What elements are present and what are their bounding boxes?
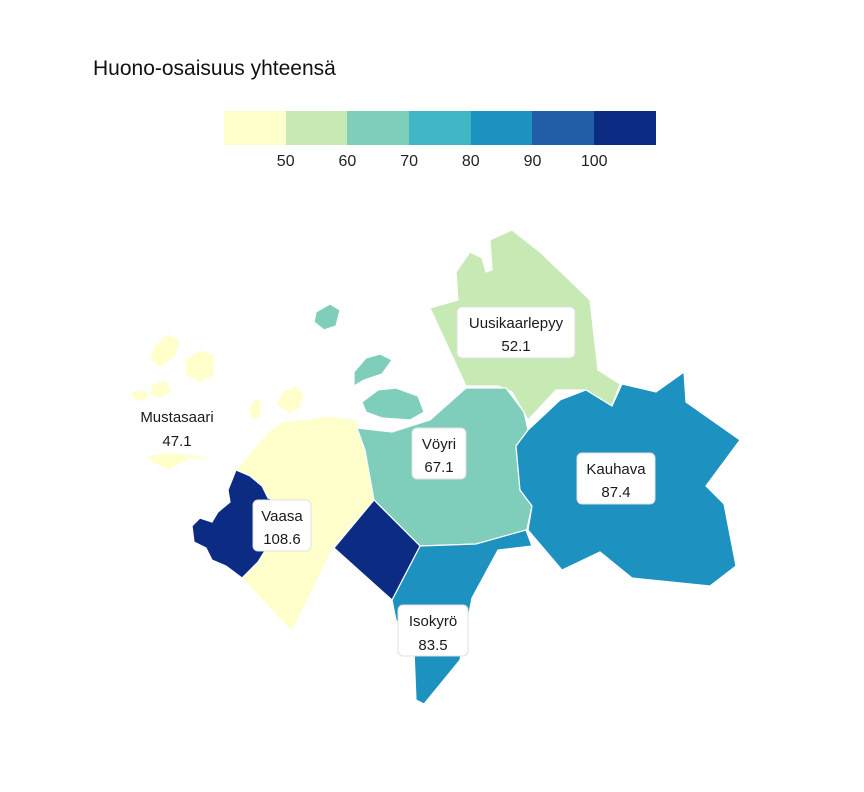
region-value-label: 47.1 xyxy=(162,433,191,450)
legend-bin xyxy=(224,111,286,145)
region-value-label: 52.1 xyxy=(501,338,530,355)
legend-bin xyxy=(470,111,533,145)
label-uusikaarlepyy: Uusikaarlepyy 52.1 xyxy=(456,306,576,359)
region-name-label: Vaasa xyxy=(261,508,303,525)
legend-bin xyxy=(532,111,595,145)
legend-bin xyxy=(594,111,656,145)
region-name-label: Vöyri xyxy=(422,436,456,453)
region-name-label: Uusikaarlepyy xyxy=(469,315,564,332)
region-name-label: Kauhava xyxy=(586,461,646,478)
legend-bin xyxy=(347,111,410,145)
legend-tick: 50 xyxy=(276,153,295,170)
label-mustasaari: Mustasaari 47.1 xyxy=(140,409,213,450)
legend-bin xyxy=(285,111,348,145)
region-value-label: 83.5 xyxy=(418,637,447,654)
label-kauhava: Kauhava 87.4 xyxy=(576,452,656,505)
region-name-label: Mustasaari xyxy=(140,409,213,426)
legend-tick: 70 xyxy=(400,153,418,170)
region-value-label: 67.1 xyxy=(424,459,453,476)
legend-color-bar xyxy=(224,111,656,145)
color-legend: 50 60 70 80 90 100 xyxy=(224,111,656,177)
region-name-label: Isokyrö xyxy=(409,613,457,630)
legend-tick: 80 xyxy=(461,153,480,170)
legend-ticks: 50 60 70 80 90 100 xyxy=(224,153,656,177)
legend-bin xyxy=(409,111,471,145)
label-isokyro: Isokyrö 83.5 xyxy=(397,604,469,657)
region-value-label: 87.4 xyxy=(601,484,630,501)
legend-tick: 100 xyxy=(580,153,608,170)
map-title: Huono-osaisuus yhteensä xyxy=(93,57,336,80)
legend-tick: 60 xyxy=(338,153,357,170)
label-voyri: Vöyri 67.1 xyxy=(411,427,467,480)
label-vaasa: Vaasa 108.6 xyxy=(252,499,312,552)
legend-tick: 90 xyxy=(523,153,542,170)
region-value-label: 108.6 xyxy=(263,531,301,548)
